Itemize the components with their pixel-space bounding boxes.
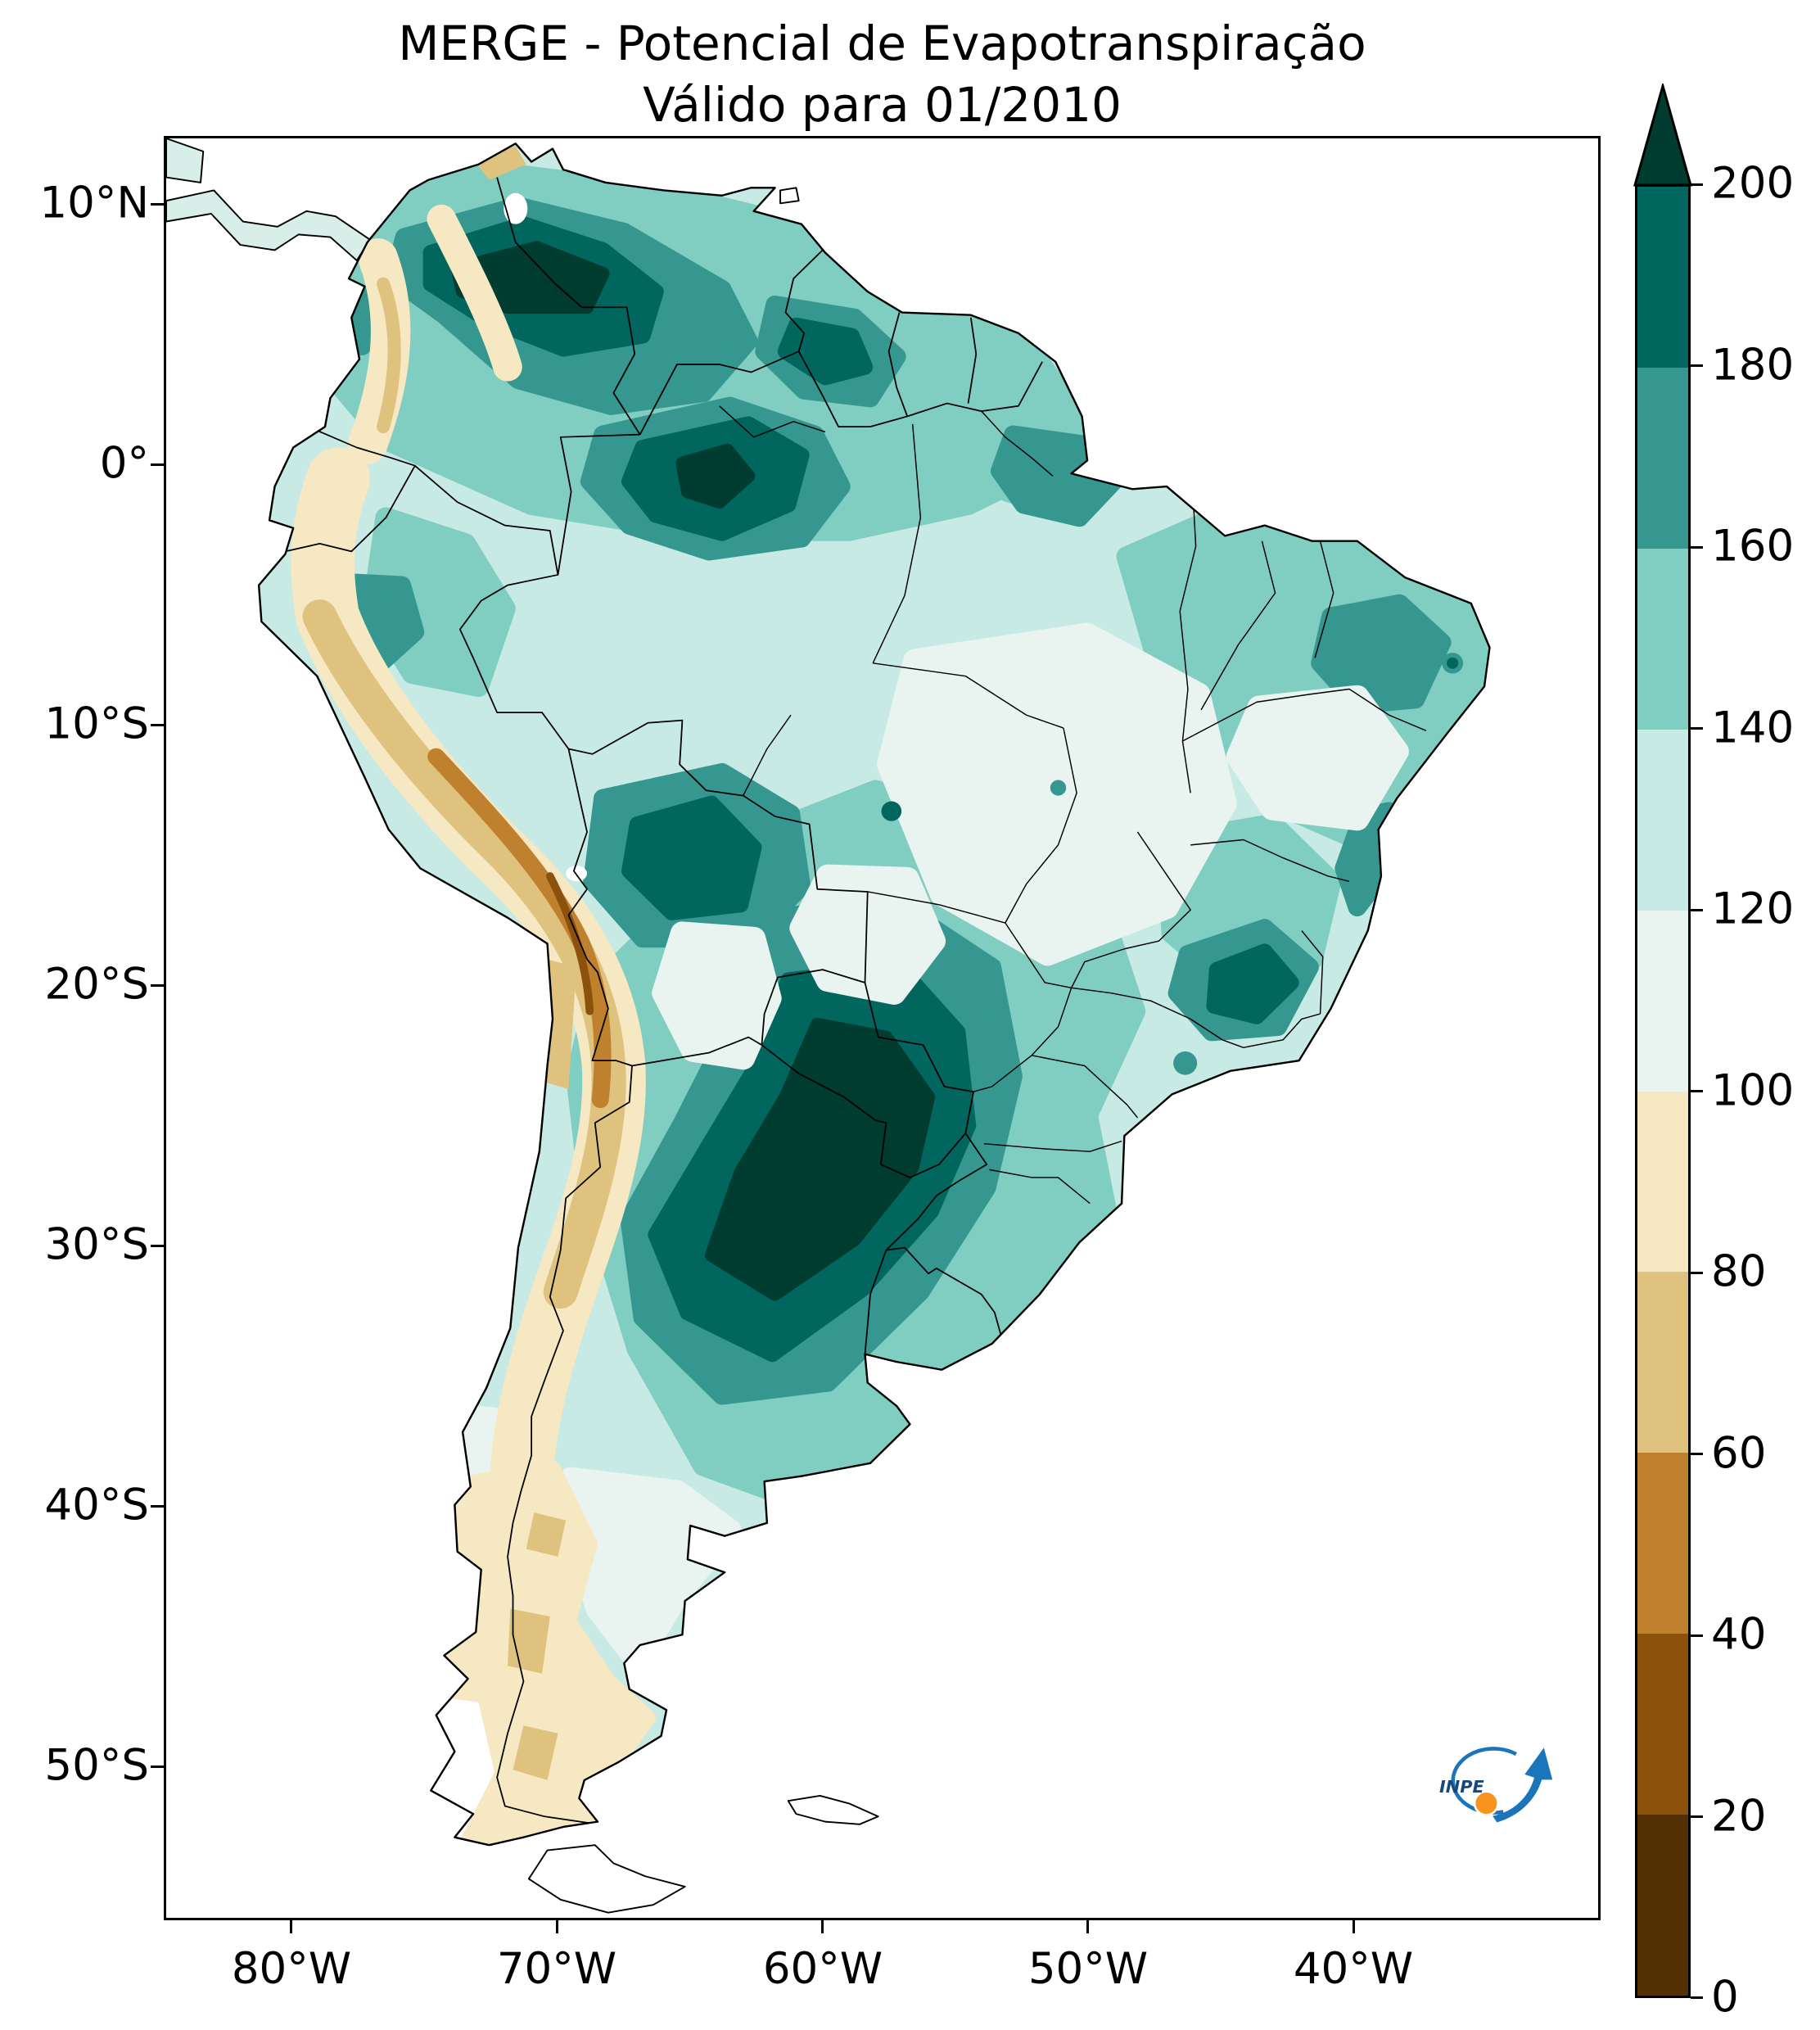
y-axis-tick — [151, 1505, 164, 1508]
colorbar-tick-label: 80 — [1711, 1246, 1767, 1297]
y-axis-tick-label: 0° — [99, 438, 149, 489]
colorbar-tick-label: 20 — [1711, 1791, 1767, 1842]
x-axis-tick — [290, 1920, 292, 1933]
trinidad-island — [779, 187, 800, 205]
colorbar-segment — [1637, 548, 1688, 730]
inpe-arrow — [1493, 1747, 1553, 1823]
y-axis-tick-label: 40°S — [44, 1480, 149, 1530]
x-axis-tick-label: 50°W — [1027, 1944, 1149, 1994]
tierra-del-fuego — [527, 1844, 686, 1914]
x-axis-tick-label: 80°W — [231, 1944, 352, 1994]
x-axis-tick — [1086, 1920, 1089, 1933]
inpe-logo: INPE — [1418, 1733, 1559, 1846]
colorbar-tick-label: 0 — [1711, 1972, 1739, 2023]
chart-title: MERGE - Potencial de Evapotranspiração V… — [164, 13, 1601, 137]
y-axis-tick-label: 10°N — [39, 178, 149, 228]
y-axis-tick-label: 50°S — [44, 1740, 149, 1791]
chart-title-line1: MERGE - Potencial de Evapotranspiração — [398, 16, 1366, 71]
x-axis-tick — [556, 1920, 558, 1933]
inpe-orange-dot — [1473, 1790, 1500, 1816]
colorbar-tick — [1691, 1453, 1703, 1455]
state-borders — [719, 405, 1427, 1205]
inpe-logo-text: INPE — [1439, 1777, 1484, 1797]
colorbar-tick — [1691, 364, 1703, 367]
colorbar-segment — [1637, 1634, 1688, 1815]
country-borders — [285, 177, 1043, 1825]
colorbar-tick-label: 60 — [1711, 1428, 1767, 1479]
continent-coastline — [257, 142, 1491, 1847]
x-axis-tick — [821, 1920, 824, 1933]
colorbar-segment — [1637, 187, 1688, 368]
colorbar-tick — [1691, 1272, 1703, 1274]
colorbar — [1635, 184, 1691, 1998]
colorbar-tick — [1691, 727, 1703, 730]
colorbar-tick — [1691, 1090, 1703, 1092]
colorbar-tick — [1691, 1634, 1703, 1637]
colorbar-extend-arrow — [1633, 84, 1692, 187]
colorbar-segment — [1637, 1815, 1688, 1996]
colorbar-segment — [1637, 910, 1688, 1092]
chart-title-line2: Válido para 01/2010 — [643, 77, 1122, 133]
contour-dark-spots — [881, 653, 1464, 1075]
y-axis-tick — [151, 1245, 164, 1247]
colorbar-tick-label: 160 — [1711, 521, 1795, 572]
colorbar-arrow-shape — [1633, 84, 1692, 187]
south-america-map — [166, 138, 1491, 1914]
y-axis-tick-label: 30°S — [44, 1219, 149, 1270]
contour-level-100 — [429, 622, 1409, 1673]
falkland-islands — [787, 1794, 879, 1825]
colorbar-segment — [1637, 729, 1688, 911]
y-axis-tick — [151, 463, 164, 466]
y-axis-tick — [151, 724, 164, 726]
colorbar-tick-label: 140 — [1711, 703, 1795, 753]
colorbar-tick-label: 40 — [1711, 1609, 1767, 1660]
colorbar-segment — [1637, 1272, 1688, 1454]
central-america-landmass — [166, 138, 371, 262]
colorbar-segment — [1637, 1453, 1688, 1634]
colorbar-tick — [1691, 1996, 1703, 1999]
colorbar-tick-label: 100 — [1711, 1065, 1795, 1116]
colorbar-tick — [1691, 1815, 1703, 1818]
map-plot: INPE — [164, 136, 1601, 1920]
y-axis-tick — [151, 1766, 164, 1768]
y-axis-tick — [151, 203, 164, 206]
colorbar-tick — [1691, 909, 1703, 911]
x-axis-tick — [1353, 1920, 1355, 1933]
y-axis-tick-label: 20°S — [44, 959, 149, 1010]
colorbar-segment — [1637, 367, 1688, 549]
colorbar-tick — [1691, 546, 1703, 549]
colorbar-tick-label: 180 — [1711, 340, 1795, 391]
colorbar-tick-label: 120 — [1711, 884, 1795, 934]
colorbar-segment — [1637, 1091, 1688, 1273]
x-axis-tick-label: 40°W — [1293, 1944, 1414, 1994]
y-axis-tick — [151, 984, 164, 987]
y-axis-tick-label: 10°S — [44, 699, 149, 749]
islands — [527, 187, 879, 1914]
colorbar-tick-label: 200 — [1711, 158, 1795, 209]
inpe-logo-graphic: INPE — [1439, 1747, 1553, 1823]
colorbar-tick — [1691, 183, 1703, 186]
x-axis-tick-label: 70°W — [496, 1944, 617, 1994]
x-axis-tick-label: 60°W — [762, 1944, 883, 1994]
